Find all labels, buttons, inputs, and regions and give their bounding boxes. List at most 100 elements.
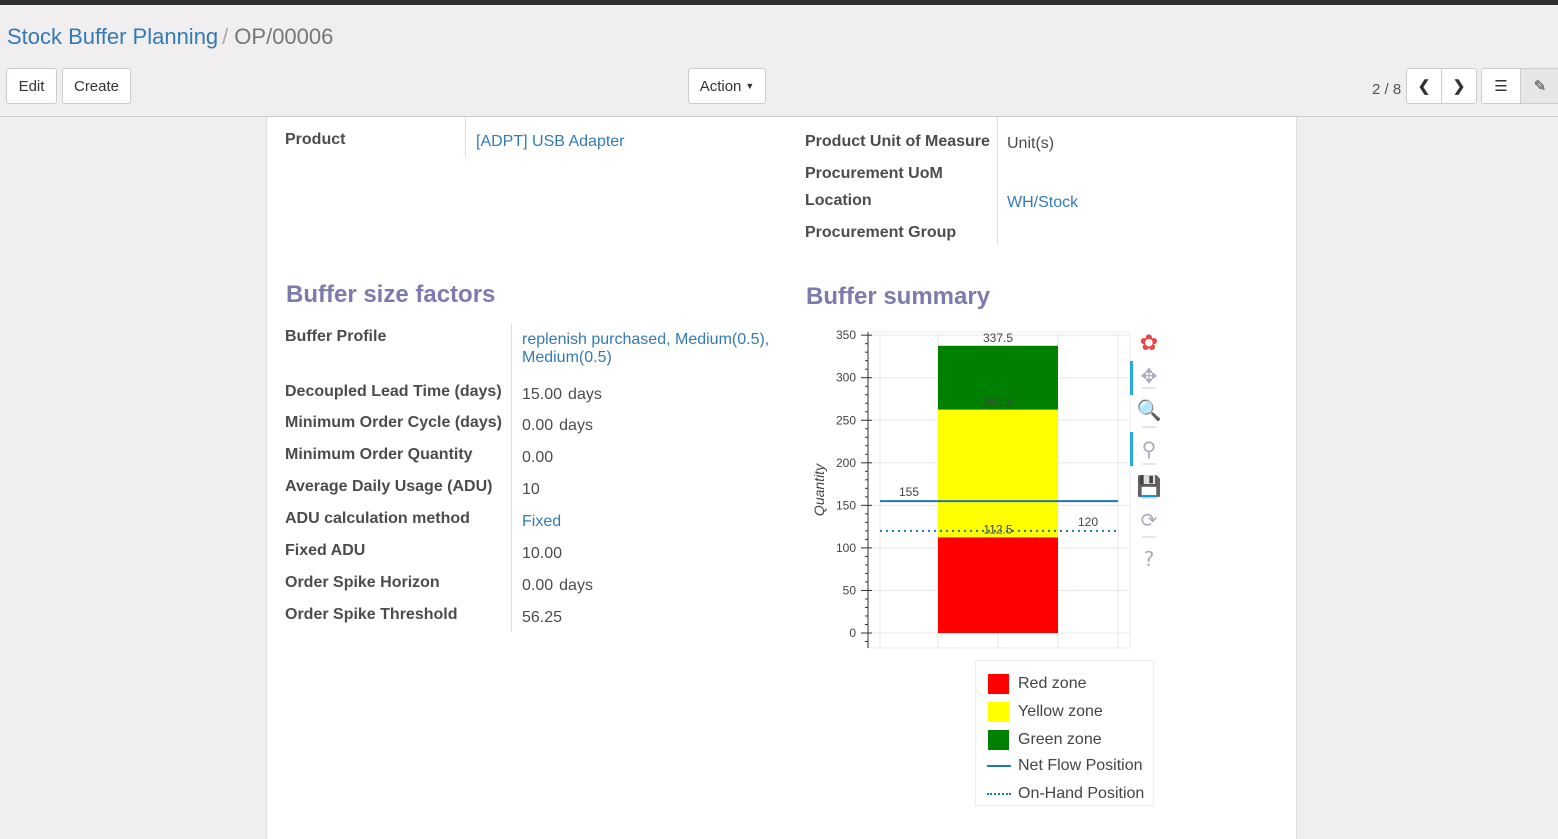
divider [997, 117, 998, 245]
procurement-group-label: Procurement Group [805, 224, 957, 241]
divider [511, 324, 512, 632]
factor-value-text: 0.00 [522, 577, 554, 594]
factor-value: Fixed [522, 513, 561, 531]
legend-swatch [988, 702, 1009, 722]
legend-swatch [988, 674, 1009, 694]
factor-link[interactable]: replenish purchased, Medium(0.5), [522, 331, 770, 348]
legend-label: Yellow zone [1018, 703, 1103, 720]
legend-swatch [988, 730, 1009, 750]
y-tick-label: 100 [836, 541, 856, 555]
buffer-size-factors-title: Buffer size factors [286, 281, 496, 308]
breadcrumb-separator: / [222, 24, 229, 49]
legend-label: Green zone [1018, 731, 1102, 748]
zone-label: 262.5 [983, 395, 1013, 409]
factor-label: Average Daily Usage (ADU) [285, 478, 493, 495]
zone-bar-red [938, 537, 1058, 633]
action-label: Action [699, 77, 742, 95]
factor-label: Order Spike Threshold [285, 606, 458, 623]
factor-label: ADU calculation method [285, 510, 470, 527]
legend-item-net-flow: Net Flow Position [987, 757, 1143, 775]
factor-label: Minimum Order Cycle (days) [285, 414, 502, 431]
legend-label: On-Hand Position [1018, 785, 1145, 802]
factor-value: 0.00 days [522, 417, 593, 435]
list-view-button[interactable]: ☰ [1481, 68, 1521, 104]
form-view-button[interactable]: ✎ [1520, 68, 1558, 104]
factor-value: 10 [522, 481, 540, 499]
zone-label: 337.5 [983, 331, 1013, 345]
factor-value: replenish purchased, Medium(0.5), Medium(… [522, 331, 769, 367]
chevron-left-icon: ❮ [1417, 78, 1431, 95]
uom-label: Product Unit of Measure [805, 133, 990, 150]
legend-item-on-hand: On-Hand Position [987, 785, 1145, 803]
product-link[interactable]: [ADPT] USB Adapter [476, 133, 625, 150]
location-link[interactable]: WH/Stock [1007, 194, 1079, 211]
y-tick-label: 300 [836, 371, 856, 385]
pan-icon[interactable]: ✥ [1141, 364, 1158, 388]
legend-line-solid [987, 765, 1011, 767]
top-bar [0, 0, 1558, 5]
next-button[interactable]: ❯ [1441, 68, 1477, 104]
location-label: Location [805, 192, 872, 209]
factor-value: 15.00 days [522, 386, 602, 404]
factor-label: Fixed ADU [285, 542, 366, 559]
divider [465, 117, 466, 157]
list-icon: ☰ [1494, 78, 1508, 95]
factor-label: Order Spike Horizon [285, 574, 440, 591]
help-icon[interactable]: ? [1144, 547, 1155, 571]
legend-item-green: Green zone [988, 730, 1102, 750]
pager-value: 2 / 8 [1372, 81, 1402, 98]
breadcrumb-parent[interactable]: Stock Buffer Planning [7, 24, 219, 49]
box-zoom-icon[interactable]: 🔍 [1137, 397, 1162, 422]
zone-bar-green [938, 345, 1058, 410]
zone-label: 112.5 [983, 522, 1012, 536]
chart-legend: Red zone Yellow zone Green zone Net Flow… [975, 660, 1154, 806]
active-tool-indicator [1130, 361, 1133, 395]
factor-link[interactable]: Fixed [522, 513, 562, 530]
factor-link[interactable]: Medium(0.5) [522, 349, 612, 366]
factor-value-text: 0.00 [522, 417, 554, 434]
legend-label: Red zone [1018, 675, 1087, 692]
edit-icon: ✎ [1533, 78, 1547, 95]
factor-value-text: 10.00 [522, 545, 563, 562]
buffer-summary-title: Buffer summary [806, 283, 991, 310]
factor-value-text: 15.00 [522, 386, 563, 403]
create-button[interactable]: Create [62, 68, 131, 104]
control-panel: Stock Buffer Planning / OP/00006 Edit Crea… [0, 5, 1558, 117]
y-tick-label: 0 [849, 626, 856, 640]
action-dropdown[interactable]: Action ▼ [688, 68, 766, 104]
bokeh-logo-icon[interactable]: ✿ [1140, 331, 1158, 356]
factor-value: 56.25 [522, 609, 562, 627]
zone-bar-yellow [938, 409, 1058, 538]
y-tick-label: 350 [836, 328, 856, 342]
procurement-uom-label: Procurement UoM [805, 165, 943, 182]
y-axis-label: Quantity [811, 463, 827, 516]
uom-value: Unit(s) [1007, 135, 1055, 152]
legend-item-red: Red zone [988, 674, 1087, 694]
breadcrumb-current: OP/00006 [234, 24, 334, 49]
factor-label: Buffer Profile [285, 328, 387, 345]
factor-unit: days [559, 417, 593, 434]
y-tick-label: 50 [843, 583, 857, 597]
y-tick-label: 250 [836, 413, 856, 427]
factor-value-text: 10 [522, 481, 540, 498]
wheel-zoom-icon[interactable]: ⚲ [1142, 437, 1157, 461]
factor-value: 10.00 [522, 545, 562, 563]
factor-label: Decoupled Lead Time (days) [285, 383, 502, 400]
caret-down-icon: ▼ [745, 81, 755, 91]
factor-value: 0.00 days [522, 577, 593, 595]
edit-button[interactable]: Edit [6, 68, 57, 104]
factor-value: 0.00 [522, 449, 553, 467]
legend-line-dotted [987, 793, 1011, 795]
factor-value-text: 56.25 [522, 609, 563, 626]
factor-unit: days [568, 386, 602, 403]
on-hand-label: 120 [1078, 515, 1098, 529]
factor-value-text: 0.00 [522, 449, 554, 466]
save-icon[interactable]: 💾 [1137, 474, 1162, 498]
product-label: Product [285, 131, 346, 148]
y-tick-label: 150 [836, 498, 856, 512]
reset-icon[interactable]: ⟳ [1141, 508, 1158, 532]
legend-item-yellow: Yellow zone [988, 702, 1103, 722]
factor-label: Minimum Order Quantity [285, 446, 473, 463]
create-label: Create [73, 77, 120, 95]
